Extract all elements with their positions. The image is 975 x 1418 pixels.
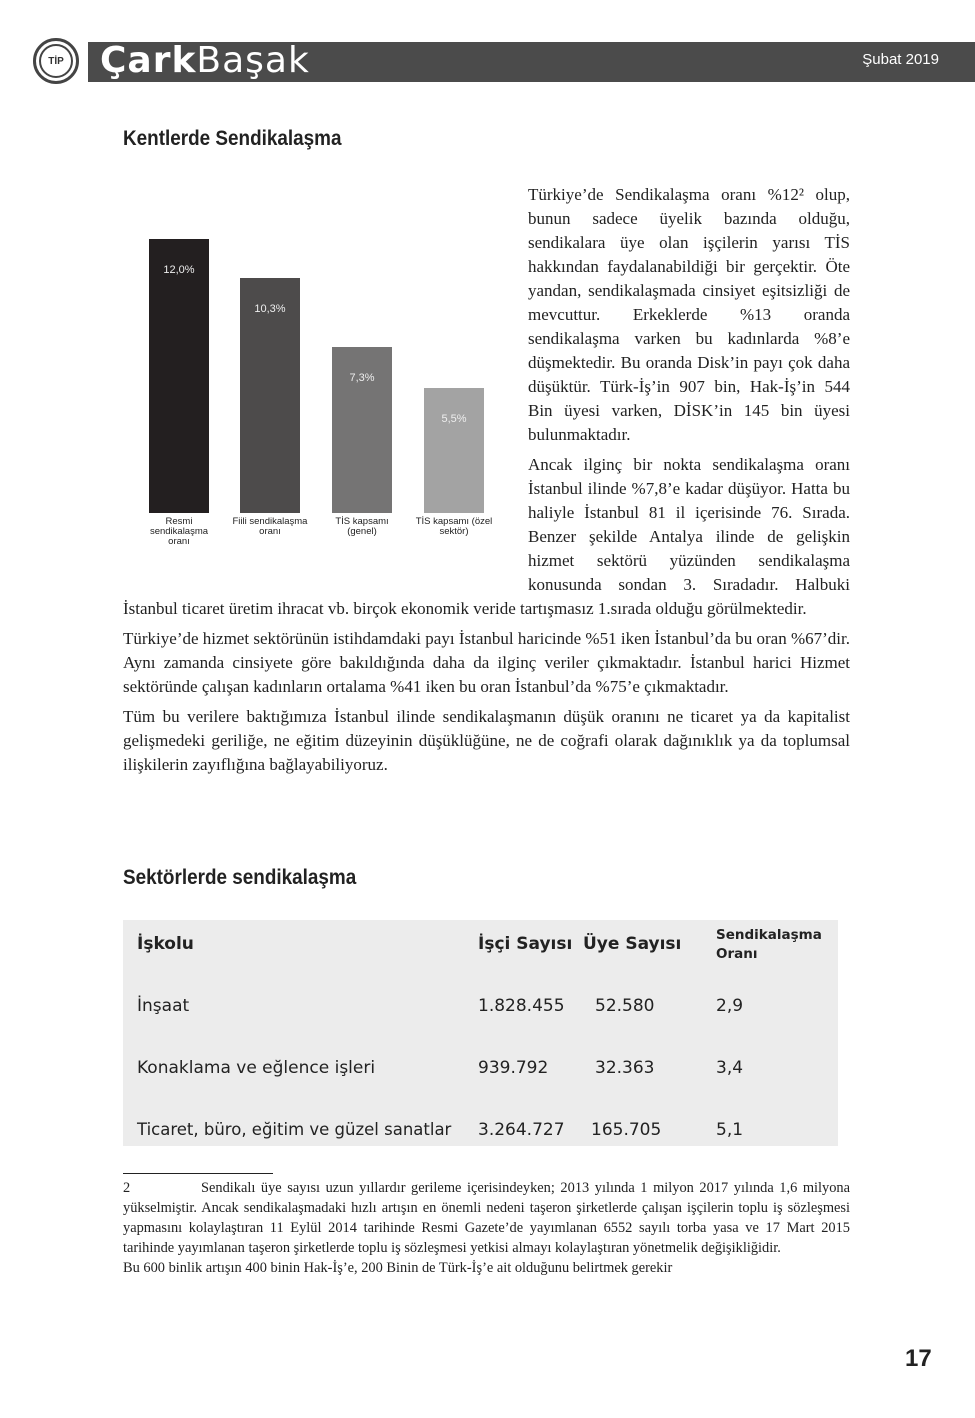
row-2-uye: 32.363 <box>595 1058 655 1078</box>
section-title-sektorler: Sektörlerde sendikalaşma <box>123 866 357 889</box>
brand-part2: Başak <box>196 40 310 81</box>
paragraph: Türkiye’de Sendikalaşma oranı %12² olup,… <box>528 185 850 444</box>
article-body: 12,0% Resmi sendikalaşma oranı 10,3% Fiili … <box>123 183 850 783</box>
bar-value-label: 5,5% <box>441 412 467 425</box>
header-bar <box>88 42 975 82</box>
magazine-title: ÇarkBaşak <box>100 40 310 81</box>
row-1-oran: 2,9 <box>716 996 744 1016</box>
paragraph: Ancak ilginç bir nokta sendikalaşma oran… <box>123 455 850 618</box>
bar-1 <box>149 239 209 513</box>
row-1-iskolu: İnşaat <box>137 996 190 1016</box>
page-number: 17 <box>905 1345 932 1372</box>
footnote: 2 Sendikalı üye sayısı uzun yıllardır ger… <box>123 1178 850 1278</box>
row-3-iskolu: Ticaret, büro, eğitim ve güzel sanatlar <box>137 1120 452 1139</box>
row-1-isci: 1.828.455 <box>478 996 565 1016</box>
header-isci-sayisi: İşçi Sayısı <box>478 934 573 954</box>
bar-chart: 12,0% Resmi sendikalaşma oranı 10,3% Fiili … <box>123 183 528 597</box>
bar-value-label: 10,3% <box>254 303 286 316</box>
row-2-isci: 939.792 <box>478 1058 549 1078</box>
bar-value-label: 7,3% <box>349 371 375 384</box>
row-3-isci: 3.264.727 <box>478 1120 565 1140</box>
paragraph: Tüm bu verilere baktığımıza İstanbul ili… <box>123 707 850 774</box>
sector-table: İşkolu İşçi Sayısı Üye Sayısı Sendikalaş… <box>123 920 838 1146</box>
tip-logo: TİP <box>33 38 79 84</box>
category-label: TİS kapsamı (özel sektör) <box>415 516 493 537</box>
row-3-uye: 165.705 <box>591 1120 662 1140</box>
section-title-kentler: Kentlerde Sendikalaşma <box>123 127 342 150</box>
bar-4 <box>424 387 484 513</box>
row-3-oran: 5,1 <box>716 1120 744 1140</box>
row-2-iskolu: Konaklama ve eğlence işleri <box>137 1058 376 1078</box>
category-label: TİS kapsamı (genel) <box>335 516 389 537</box>
footnote-number: 2 <box>123 1180 131 1196</box>
bar-2 <box>240 278 300 513</box>
footnote-text: Sendikalı üye sayısı uzun yıllardır geri… <box>123 1180 850 1256</box>
header-uye-sayisi: Üye Sayısı <box>583 934 682 954</box>
category-label: Fiili sendikalaşma oranı <box>232 516 308 537</box>
paragraph: Türkiye’de hizmet sektörünün istihdamdak… <box>123 629 850 696</box>
footnote-extra: Bu 600 binlik artışın 400 binin Hak-İş’e… <box>123 1260 673 1276</box>
header-iskolu: İşkolu <box>137 934 194 954</box>
issue-date: Şubat 2019 <box>862 51 939 68</box>
footnote-divider <box>123 1173 273 1174</box>
header-oran: Sendikalaşma Oranı <box>716 927 822 962</box>
brand-part1: Çark <box>100 40 197 81</box>
bar-3 <box>332 346 392 513</box>
row-2-oran: 3,4 <box>716 1058 744 1078</box>
category-label: Resmi sendikalaşma oranı <box>149 516 209 547</box>
bar-value-label: 12,0% <box>163 264 195 277</box>
logo-text: TİP <box>39 44 73 78</box>
row-1-uye: 52.580 <box>595 996 655 1016</box>
